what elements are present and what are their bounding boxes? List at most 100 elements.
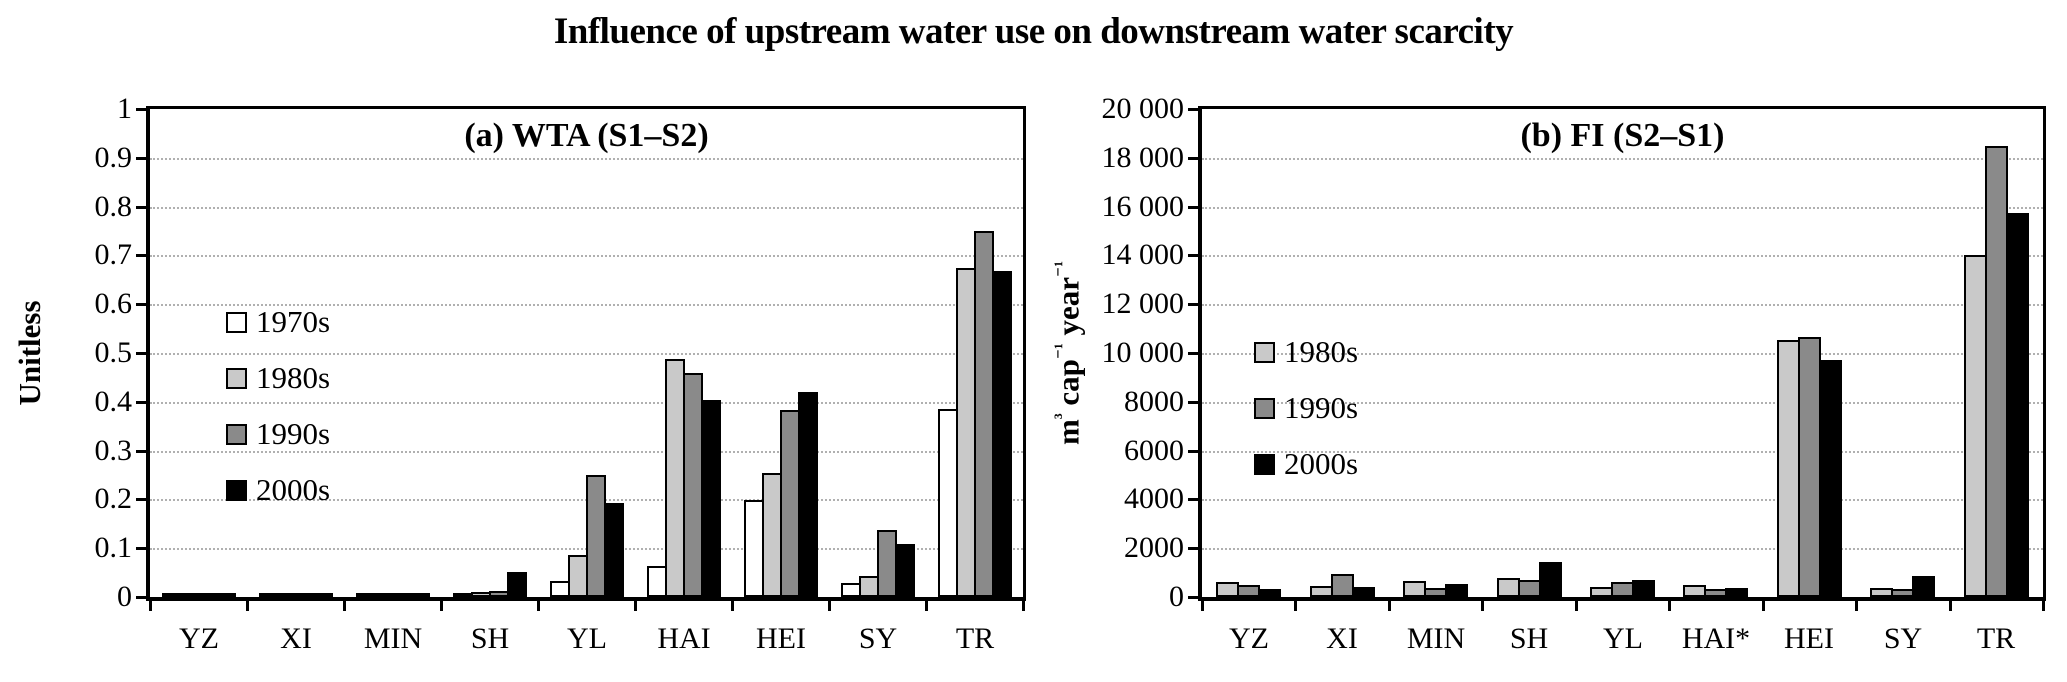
bar-tr-1990s — [974, 231, 994, 597]
gridline — [1202, 158, 2043, 160]
y-tick-mark — [136, 547, 146, 550]
x-tick-mark — [2042, 597, 2045, 611]
category-label-yl: YL — [567, 622, 607, 655]
bar-xi-1990s — [1331, 574, 1354, 597]
bar-hai-1980s — [1683, 585, 1706, 597]
bar-min-1990s — [392, 593, 412, 597]
bar-sh-1980s — [471, 592, 491, 597]
y-tick-mark — [136, 352, 146, 355]
panel-title: (b) FI (S2–S1) — [1520, 117, 1725, 154]
bar-xi-1980s — [277, 593, 297, 597]
legend-label: 1970s — [256, 304, 331, 339]
gridline — [1202, 207, 2043, 209]
y-tick-mark — [1188, 547, 1198, 550]
x-tick-mark — [828, 597, 831, 611]
x-tick-mark — [1949, 597, 1952, 611]
bar-hai-2000s — [701, 400, 721, 597]
bar-yl-1990s — [586, 475, 606, 597]
bar-sy-1990s — [877, 530, 897, 597]
bar-yz-2000s — [1258, 589, 1281, 597]
bar-sh-1980s — [1497, 578, 1520, 597]
x-tick-mark — [1481, 597, 1484, 611]
bar-yz-1990s — [1237, 585, 1260, 597]
x-tick-mark — [1201, 597, 1204, 611]
bar-xi-1980s — [1310, 586, 1333, 597]
category-label-sh: SH — [470, 622, 510, 655]
bar-min-1990s — [1424, 588, 1447, 597]
bar-hai-1980s — [665, 359, 685, 597]
bar-hai-1990s — [1704, 589, 1727, 597]
legend-label: 1990s — [256, 416, 331, 451]
y-tick-label: 10 000 — [1101, 336, 1185, 369]
bar-yl-2000s — [1632, 580, 1655, 597]
bar-hei-2000s — [798, 392, 818, 597]
bar-min-2000s — [410, 593, 430, 597]
y-tick-label: 0 — [117, 580, 132, 613]
bar-xi-1970s — [259, 593, 279, 597]
bar-yz-1980s — [1216, 582, 1239, 597]
bar-tr-1980s — [956, 268, 976, 597]
y-tick-mark — [136, 206, 146, 209]
category-label-tr: TR — [955, 622, 995, 655]
y-tick-mark — [1188, 450, 1198, 453]
bar-sy-2000s — [1912, 576, 1935, 597]
bar-yz-1980s — [180, 593, 200, 597]
bar-hei-1990s — [1798, 337, 1821, 597]
legend-swatch-icon — [226, 367, 247, 389]
x-tick-mark — [537, 597, 540, 611]
y-tick-label: 4000 — [1124, 482, 1184, 515]
gridline — [150, 353, 1023, 355]
category-label-xi: XI — [280, 622, 312, 655]
gridline — [1202, 402, 2043, 404]
bar-yl-1980s — [1590, 587, 1613, 597]
category-label-sh: SH — [1509, 622, 1549, 655]
y-tick-label: 0.8 — [94, 190, 133, 223]
y-tick-mark — [136, 498, 146, 501]
legend-item-1990s: 1990s — [1254, 392, 1358, 423]
y-tick-label: 0.4 — [94, 385, 133, 418]
bar-min-1980s — [1403, 581, 1426, 597]
x-tick-mark — [149, 597, 152, 611]
y-tick-label: 8000 — [1124, 385, 1184, 418]
gridline — [150, 255, 1023, 257]
y-tick-mark — [136, 596, 146, 599]
y-tick-mark — [1188, 303, 1198, 306]
x-tick-mark — [246, 597, 249, 611]
bar-sh-1990s — [489, 591, 509, 597]
bar-yl-1980s — [568, 555, 588, 597]
y-tick-mark — [136, 303, 146, 306]
y-tick-mark — [1188, 401, 1198, 404]
legend-label: 2000s — [1284, 446, 1359, 481]
gridline — [150, 304, 1023, 306]
category-label-xi: XI — [1326, 622, 1358, 655]
y-tick-mark — [1188, 108, 1198, 111]
bar-sy-1970s — [841, 583, 861, 597]
bar-hai-1970s — [647, 566, 667, 597]
bar-yz-2000s — [216, 593, 236, 597]
bar-sy-1990s — [1891, 589, 1914, 597]
y-tick-mark — [1188, 254, 1198, 257]
bar-yl-1970s — [550, 581, 570, 597]
y-tick-mark — [136, 254, 146, 257]
gridline — [1202, 451, 2043, 453]
bar-tr-1970s — [938, 409, 958, 597]
plot-area: (a) WTA (S1–S2) 1970s 1980s 1990s 2000s — [146, 106, 1026, 601]
x-tick-mark — [1022, 597, 1025, 611]
x-tick-mark — [731, 597, 734, 611]
x-tick-mark — [1668, 597, 1671, 611]
bar-sy-2000s — [895, 544, 915, 597]
bar-sy-1980s — [1870, 588, 1893, 597]
legend-label: 2000s — [256, 472, 331, 507]
bar-hei-1980s — [762, 473, 782, 597]
legend-item-1970s: 1970s — [226, 304, 331, 339]
legend-item-2000s: 2000s — [1254, 446, 1359, 481]
x-tick-mark — [440, 597, 443, 611]
y-tick-mark — [1188, 498, 1198, 501]
gridline — [150, 207, 1023, 209]
bar-xi-2000s — [1352, 587, 1375, 597]
gridline — [150, 402, 1023, 404]
bar-min-1980s — [374, 593, 394, 597]
category-label-yz: YZ — [179, 622, 219, 655]
bar-sh-2000s — [507, 572, 527, 597]
